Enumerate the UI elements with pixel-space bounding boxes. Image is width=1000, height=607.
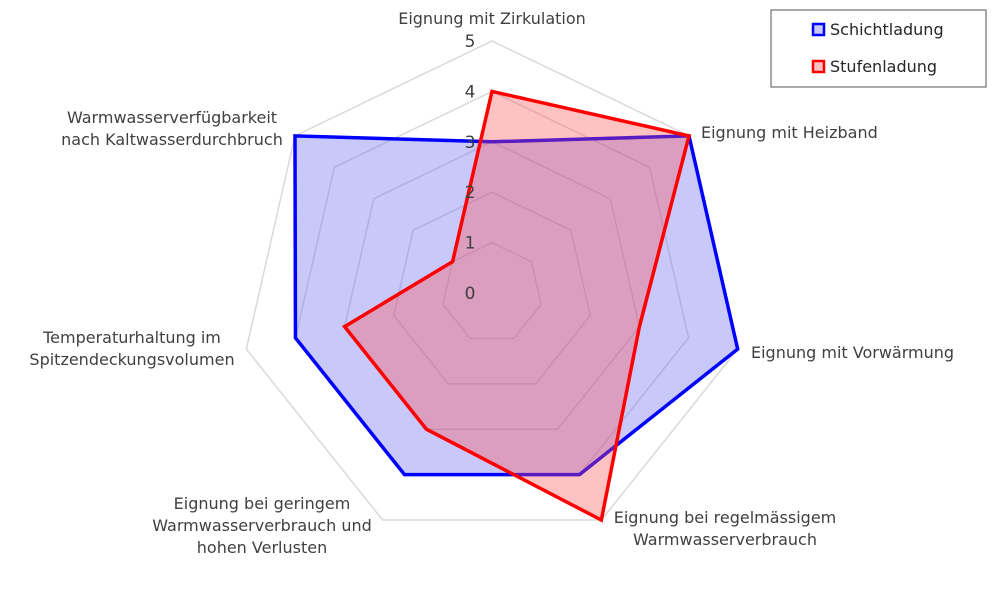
grid-ring-2 xyxy=(392,191,592,385)
tick-label-5: 5 xyxy=(465,32,476,52)
category-label-5-line-0: Temperaturhaltung im xyxy=(42,328,221,347)
category-label-4: Eignung bei geringem Warmwasserverbrauch … xyxy=(152,494,372,557)
category-label-1-line-0: Eignung mit Heizband xyxy=(701,123,878,142)
category-label-0: Eignung mit Zirkulation xyxy=(398,9,586,28)
category-label-3-line-0: Eignung bei regelmässigem xyxy=(614,508,837,527)
category-label-5-line-1: Spitzendeckungsvolumen xyxy=(29,350,234,369)
category-label-4-line-0: Eignung bei geringem xyxy=(174,494,351,513)
category-label-0-line-0: Eignung mit Zirkulation xyxy=(398,9,586,28)
category-label-6-line-0: Warmwasserverfügbarkeit xyxy=(67,108,277,127)
category-label-6-line-1: nach Kaltwasserdurchbruch xyxy=(61,130,283,149)
grid-ring-3 xyxy=(343,140,641,430)
category-label-1: Eignung mit Heizband xyxy=(701,123,878,142)
legend-swatch-stufenladung xyxy=(811,59,826,74)
tick-label-0: 0 xyxy=(465,284,476,304)
category-label-4-line-1: Warmwasserverbrauch und xyxy=(152,516,372,535)
tick-label-4: 4 xyxy=(465,82,476,102)
grid-ring-1 xyxy=(442,241,542,340)
category-label-2: Eignung mit Vorwärmung xyxy=(751,343,954,362)
category-label-3: Eignung bei regelmässigem Warmwasserverbr… xyxy=(614,508,837,549)
legend: Schichtladung Stufenladung xyxy=(770,9,987,88)
category-label-3-line-1: Warmwasserverbrauch xyxy=(633,530,817,549)
legend-label-stufenladung: Stufenladung xyxy=(830,57,937,76)
category-label-4-line-2: hohen Verlusten xyxy=(197,538,327,557)
tick-label-2: 2 xyxy=(465,183,476,203)
series-stufenladung xyxy=(341,89,692,523)
category-labels: Eignung mit Zirkulation Eignung mit Heizb… xyxy=(29,9,954,557)
legend-frame xyxy=(770,9,987,88)
radar-series xyxy=(293,89,740,523)
category-label-2-line-0: Eignung mit Vorwärmung xyxy=(751,343,954,362)
legend-label-schichtladung: Schichtladung xyxy=(830,20,944,39)
tick-label-3: 3 xyxy=(465,133,476,153)
legend-swatch-schichtladung xyxy=(811,22,826,37)
tick-label-1: 1 xyxy=(465,234,476,254)
category-label-5: Temperaturhaltung im Spitzendeckungsvolum… xyxy=(29,328,234,369)
category-label-6: Warmwasserverfügbarkeit nach Kaltwasserdu… xyxy=(61,108,283,149)
radial-tick-labels: 0 1 2 3 4 5 xyxy=(465,32,476,304)
